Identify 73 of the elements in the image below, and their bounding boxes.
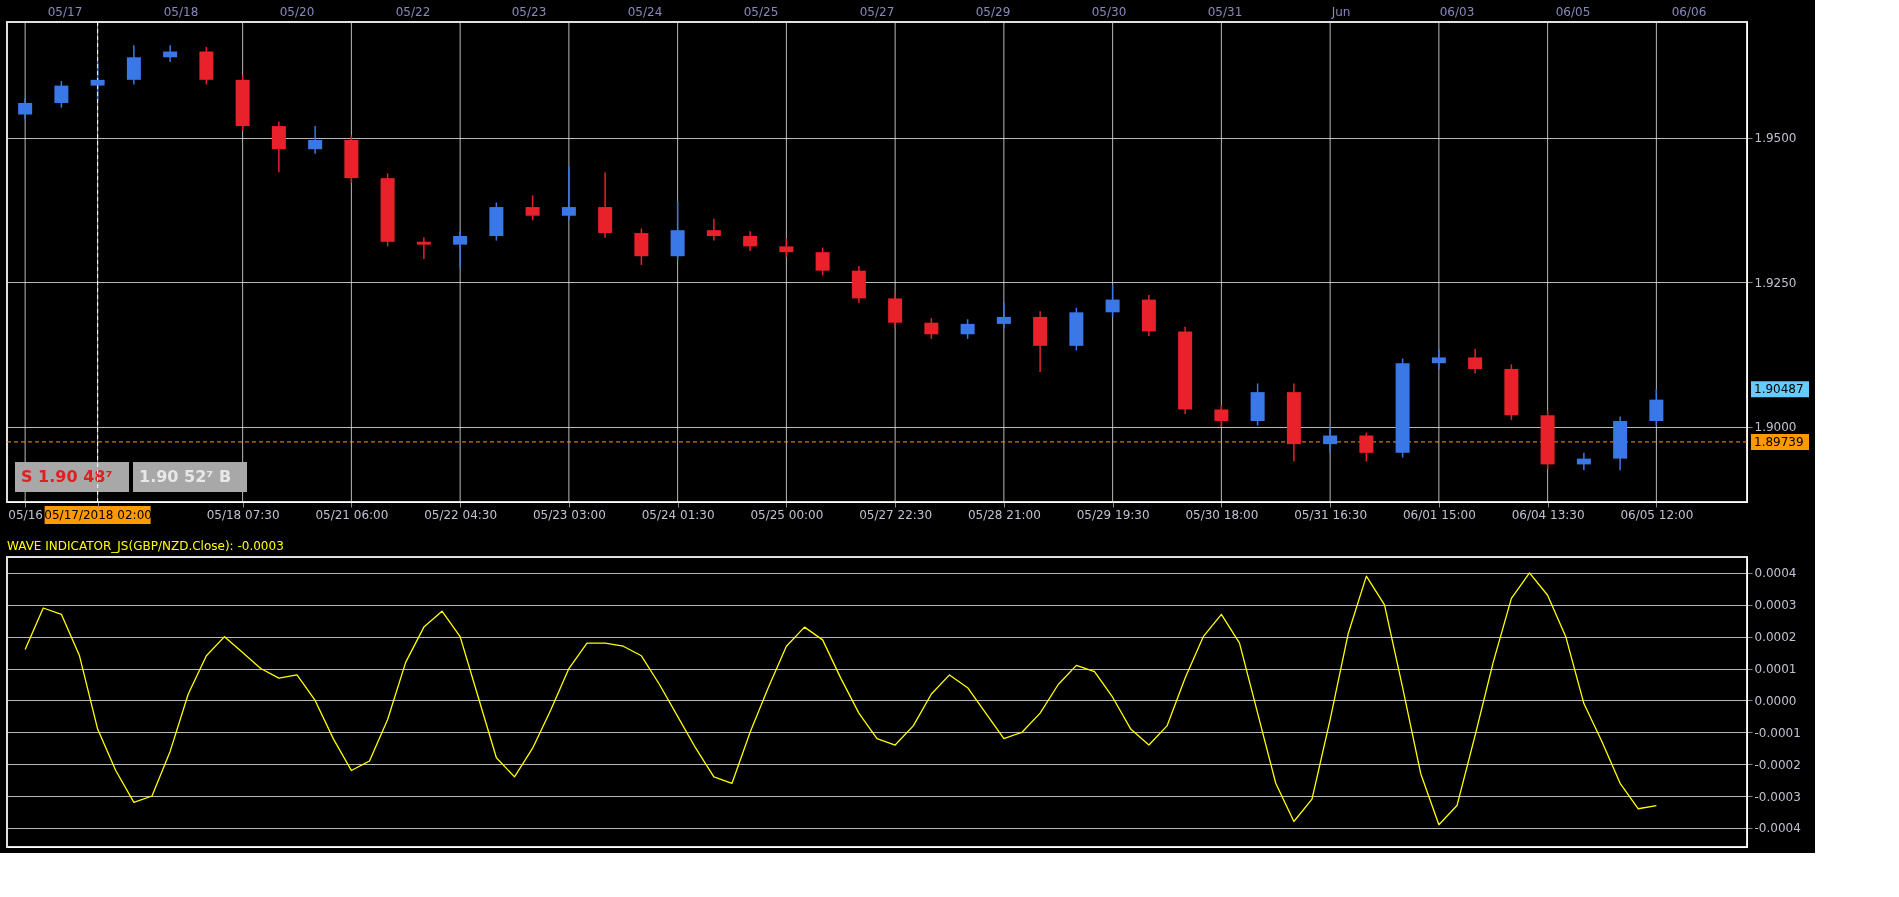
y-tick-label: 1.9250: [1754, 275, 1797, 290]
y-tick-label: -0.0004: [1754, 821, 1801, 836]
ref-line-label: 1.89739: [1754, 434, 1804, 449]
line-series: [24, 572, 1658, 826]
candlestick: [271, 120, 286, 174]
text: 06/03: [1439, 5, 1475, 19]
candlestick: [1323, 426, 1338, 454]
x-tick-label: 05/16: [8, 507, 43, 522]
text: 05/18: [163, 5, 199, 19]
annotation: S 1.90 48⁷: [21, 467, 113, 486]
text: 05/29: [975, 5, 1011, 19]
x-tick-label: 05/22 04:30: [424, 507, 498, 522]
x-tick-label: 05/27 22:30: [859, 507, 933, 522]
x-tick-label: 05/24 01:30: [641, 507, 715, 522]
text: 06/05: [1555, 5, 1591, 19]
x-tick-label: 06/05 12:00: [1620, 507, 1694, 522]
text: 05/22: [395, 5, 431, 19]
candlestick: [924, 317, 939, 340]
text: 05/30: [1091, 5, 1127, 19]
annotation: 1.90 52⁷ B: [139, 467, 232, 486]
text: Jun: [1330, 5, 1351, 19]
y-tick-label: -0.0002: [1754, 757, 1801, 772]
y-tick-label: 0.0004: [1754, 566, 1797, 581]
candlestick: [634, 227, 649, 266]
chart-title: WAVE INDICATOR_JS(GBP/NZD.Close): -0.0003: [7, 539, 284, 553]
text: 06/06: [1671, 5, 1707, 19]
candlestick: [54, 80, 69, 109]
x-tick-label: 05/30 18:00: [1185, 507, 1259, 522]
candlestick: [18, 97, 33, 120]
y-tick-label: 0.0001: [1754, 662, 1797, 677]
y-tick-label: 1.9500: [1754, 131, 1797, 146]
candlestick: [90, 61, 105, 101]
candlestick: [815, 246, 830, 277]
x-tick-label: 05/23 03:00: [532, 507, 606, 522]
x-tick-label: 06/01 15:00: [1402, 507, 1476, 522]
candlestick: [1649, 388, 1664, 427]
text: 05/23: [511, 5, 547, 19]
candlestick: [1214, 404, 1229, 428]
candlestick: [706, 217, 721, 242]
candlestick: [561, 165, 576, 222]
candlestick: [126, 44, 141, 86]
y-tick-label: -0.0001: [1754, 725, 1801, 740]
candlestick: [1105, 284, 1120, 318]
x-tick-label: 05/25 00:00: [750, 507, 824, 522]
x-tick-label: 06/04 13:30: [1511, 507, 1585, 522]
candlestick: [525, 194, 540, 222]
x-tick-label: 05/28 21:00: [967, 507, 1041, 522]
y-tick-label: -0.0003: [1754, 789, 1801, 804]
x-tick-label: 05/17/2018 02:00: [44, 507, 152, 522]
text: 05/27: [859, 5, 895, 19]
candlestick: [960, 318, 975, 340]
candlestick: [1431, 348, 1446, 370]
candlestick: [743, 230, 758, 252]
x-tick-label: 05/29 19:30: [1076, 507, 1150, 522]
text: 05/20: [279, 5, 315, 19]
y-tick-label: 1.9000: [1754, 420, 1797, 435]
x-tick-label: 05/31 16:30: [1294, 507, 1368, 522]
candlestick: [1359, 431, 1374, 463]
text: 05/17: [47, 5, 83, 19]
text: 1.90487: [1754, 382, 1804, 397]
text: 05/31: [1207, 5, 1243, 19]
text: 05/24: [627, 5, 663, 19]
y-tick-label: 0.0002: [1754, 630, 1797, 645]
text: 05/25: [743, 5, 779, 19]
y-tick-label: 0.0000: [1754, 693, 1797, 708]
candlestick: [996, 301, 1011, 330]
x-tick-label: 05/21 06:00: [315, 507, 389, 522]
x-tick-label: 05/18 07:30: [206, 507, 280, 522]
candlestick: [1468, 348, 1483, 375]
y-tick-label: 0.0003: [1754, 598, 1797, 613]
candlestick: [416, 236, 431, 260]
candlestick: [308, 125, 323, 155]
candlestick: [453, 230, 468, 269]
